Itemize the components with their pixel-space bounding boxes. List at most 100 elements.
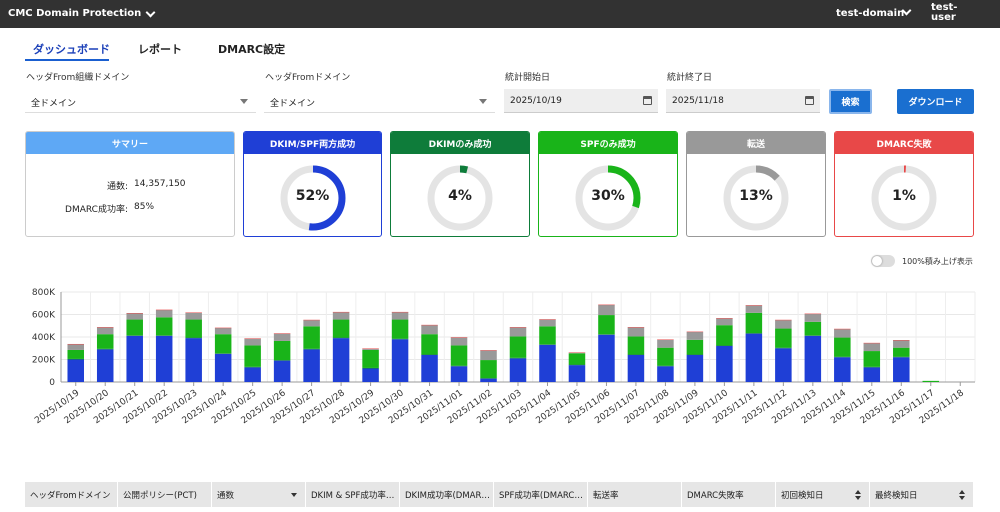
end-date-field[interactable]: 2025/11/18	[666, 89, 820, 113]
bar-segment	[716, 346, 733, 382]
bar-segment	[155, 317, 173, 336]
bar-segment	[804, 313, 822, 315]
bar-segment	[568, 352, 586, 353]
bar-segment	[893, 356, 910, 358]
column-header-label: DMARC失敗率	[687, 491, 744, 501]
card-title: DKIMのみ成功	[391, 132, 529, 154]
column-header-label: DKIM & SPF成功率…	[311, 491, 395, 501]
search-button[interactable]: 検索	[829, 89, 872, 114]
bar-segment	[67, 358, 84, 360]
column-header[interactable]: DKIM & SPF成功率…	[306, 482, 400, 507]
sort-icon[interactable]	[959, 490, 965, 500]
bar-segment	[244, 338, 261, 339]
column-header[interactable]: 初回検知日	[776, 482, 870, 507]
bar-segment	[657, 339, 674, 340]
start-date-field[interactable]: 2025/10/19	[504, 89, 658, 113]
app-switcher[interactable]: CMC Domain Protection	[8, 7, 156, 19]
download-button[interactable]: ダウンロード	[897, 89, 974, 114]
bar-segment	[126, 335, 143, 336]
bar-segment	[273, 360, 291, 361]
bar-segment	[185, 338, 202, 382]
user-menu[interactable]: test- user	[931, 2, 958, 23]
bar-segment	[391, 319, 409, 339]
donut-chart	[427, 165, 493, 231]
bar-segment	[627, 354, 645, 355]
column-header[interactable]: DKIM成功率(DMAR…	[400, 482, 494, 507]
bar-segment	[303, 326, 320, 349]
card-percentage: 13%	[739, 188, 773, 204]
tab-dmarc-settings[interactable]: DMARC設定	[218, 43, 286, 56]
bar-segment	[539, 319, 556, 327]
org-domain-value: 全ドメイン	[31, 99, 77, 109]
y-tick-label: 600K	[32, 311, 56, 321]
column-header[interactable]: 公開ポリシー(PCT)	[118, 482, 212, 507]
bar-segment	[598, 304, 615, 316]
column-header[interactable]: 最終検知日	[870, 482, 974, 507]
sort-icon[interactable]	[855, 490, 861, 500]
y-tick-label: 200K	[32, 356, 56, 366]
bar-segment	[893, 340, 910, 341]
bar-segment	[244, 367, 261, 382]
bar-segment	[568, 365, 586, 382]
sort-desc-icon[interactable]	[291, 493, 297, 497]
bar-segment	[480, 350, 497, 361]
bar-segment	[716, 325, 733, 346]
bar-segment	[834, 356, 851, 358]
column-header[interactable]: ヘッダFromドメイン	[25, 482, 118, 507]
bar-segment	[96, 348, 114, 350]
toggle-knob	[872, 256, 882, 266]
card-percentage: 30%	[591, 188, 625, 204]
top-bar: CMC Domain Protection test-domain test- …	[0, 0, 1000, 28]
stacked-100-toggle-label: 100%積み上げ表示	[902, 257, 973, 266]
column-header-label: 初回検知日	[781, 491, 824, 501]
bar-segment	[362, 368, 379, 382]
bar-segment	[273, 340, 291, 361]
bar-segment	[67, 359, 84, 382]
bar-segment	[362, 367, 379, 369]
card-dmarc-fail: DMARC失敗 1%	[834, 131, 974, 237]
column-header-label: 最終検知日	[875, 491, 918, 501]
daily-stacked-bar-chart: 0200K400K600K800K2025/10/192025/10/20202…	[32, 288, 976, 426]
bar-segment	[598, 304, 615, 306]
calendar-icon[interactable]	[643, 96, 652, 105]
domain-selector[interactable]: test-domain	[836, 8, 905, 19]
bar-segment	[863, 342, 881, 344]
bar-segment	[775, 319, 792, 321]
bar-segment	[657, 366, 674, 382]
tab-report[interactable]: レポート	[138, 43, 182, 56]
bar-segment	[804, 335, 822, 382]
column-header[interactable]: 転送率	[588, 482, 682, 507]
caret-down-icon	[240, 99, 248, 104]
column-header-label: 転送率	[593, 491, 619, 501]
bar-segment	[863, 343, 881, 352]
start-date-label: 統計開始日	[505, 73, 551, 83]
bar-segment	[214, 334, 232, 354]
bar-segment	[657, 347, 674, 366]
stacked-100-toggle[interactable]	[871, 255, 895, 267]
bar-segment	[244, 345, 261, 367]
donut-chart	[280, 165, 345, 231]
column-header[interactable]: SPF成功率(DMARC…	[494, 482, 588, 507]
tab-dashboard[interactable]: ダッシュボード	[33, 43, 110, 56]
org-domain-select[interactable]: 全ドメイン	[25, 89, 256, 113]
bar-segment	[450, 345, 468, 366]
column-header[interactable]: 通数	[212, 482, 306, 507]
bar-segment	[686, 331, 704, 340]
bar-segment	[214, 353, 232, 382]
calendar-icon[interactable]	[805, 96, 814, 105]
column-header[interactable]: DMARC失敗率	[682, 482, 776, 507]
card-title: DKIM/SPF両方成功	[244, 132, 381, 154]
bar-segment	[67, 344, 84, 350]
from-domain-select[interactable]: 全ドメイン	[264, 89, 495, 113]
bar-segment	[509, 358, 527, 382]
bar-segment	[185, 319, 202, 338]
bar-segment	[480, 378, 497, 382]
bar-segment	[775, 347, 792, 349]
summary-card: サマリー 通数: 14,357,150 DMARC成功率: 85%	[25, 131, 235, 237]
bar-segment	[126, 319, 143, 336]
bar-segment	[716, 318, 733, 319]
donut-value-arc	[871, 165, 937, 231]
card-spf-only-pass: SPFのみ成功 30%	[538, 131, 678, 237]
domain-chevron-down-icon[interactable]	[901, 5, 912, 17]
bar-segment	[67, 349, 84, 359]
